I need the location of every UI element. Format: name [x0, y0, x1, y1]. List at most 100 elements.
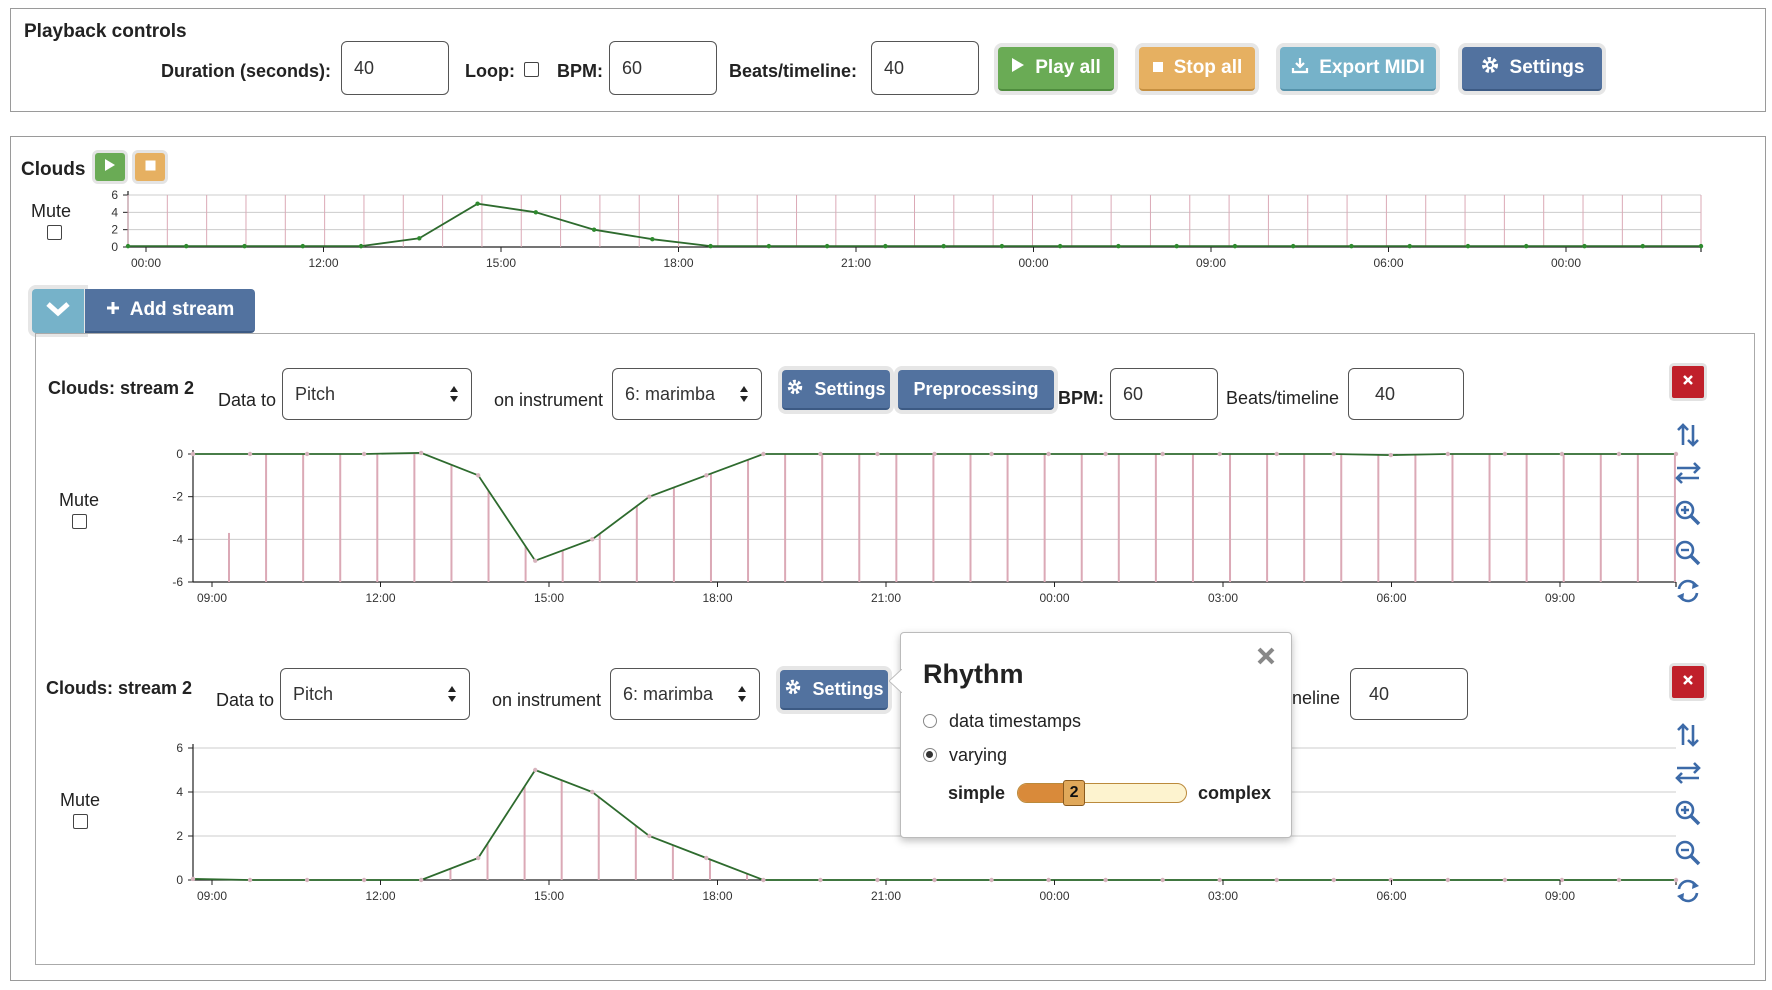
- data-point: [1116, 243, 1121, 249]
- download-icon: [1291, 56, 1309, 80]
- close-icon: [1682, 673, 1694, 691]
- clouds-stop-button[interactable]: [135, 153, 165, 181]
- stop-icon: [145, 158, 156, 176]
- stream2-mute-label: Mute: [60, 790, 101, 810]
- x-tick-label: 06:00: [1376, 889, 1406, 903]
- data-point: [304, 877, 310, 883]
- add-stream-button[interactable]: Add stream: [85, 289, 255, 333]
- stream2-mute-checkbox[interactable]: [73, 814, 88, 829]
- data-point: [590, 537, 595, 542]
- data-point: [1103, 877, 1108, 883]
- zoom-in-icon[interactable]: [1673, 798, 1703, 828]
- slider-complex-label: complex: [1198, 783, 1272, 803]
- play-icon: [104, 158, 116, 177]
- y-tick-label: 4: [111, 205, 118, 219]
- stream2-delete-button[interactable]: [1672, 666, 1704, 698]
- stream1-delete-button[interactable]: [1672, 366, 1704, 398]
- slider-handle[interactable]: 2: [1063, 780, 1086, 806]
- data-point: [1616, 877, 1622, 883]
- stream2-instrument-select[interactable]: 6: marimba: [610, 668, 760, 720]
- export-midi-button[interactable]: Export MIDI: [1280, 47, 1436, 91]
- data-point: [875, 451, 880, 457]
- slider-fill: [1018, 784, 1075, 802]
- stream2-beats-input[interactable]: [1350, 668, 1468, 720]
- zoom-out-icon[interactable]: [1673, 538, 1703, 568]
- x-tick-label: 00:00: [1039, 591, 1069, 605]
- beats-input[interactable]: [871, 41, 979, 95]
- gear-icon: [786, 378, 804, 401]
- y-tick-label: -6: [172, 575, 183, 589]
- x-tick-label: 21:00: [871, 889, 901, 903]
- data-point: [184, 243, 189, 249]
- select-arrows-icon: [450, 386, 458, 402]
- data-point: [761, 877, 766, 883]
- sort-vertical-icon[interactable]: [1673, 720, 1703, 750]
- rhythm-option-varying-radio[interactable]: [923, 748, 937, 762]
- duration-input[interactable]: [341, 41, 449, 95]
- stop-all-label: Stop all: [1173, 57, 1243, 78]
- swap-horizontal-icon[interactable]: [1673, 458, 1703, 488]
- stream1-mute-checkbox[interactable]: [72, 514, 87, 529]
- y-tick-label: 2: [111, 223, 118, 237]
- zoom-in-icon[interactable]: [1673, 498, 1703, 528]
- stop-all-button[interactable]: Stop all: [1139, 47, 1255, 91]
- x-tick-label: 12:00: [308, 256, 338, 269]
- stream1-preprocessing-button[interactable]: Preprocessing: [898, 370, 1054, 410]
- stream2-data-to-value: Pitch: [293, 683, 334, 704]
- reset-icon[interactable]: [1673, 576, 1703, 606]
- stream2-data-to-select[interactable]: Pitch: [280, 668, 470, 720]
- data-point: [190, 876, 196, 882]
- data-point: [190, 451, 196, 457]
- x-tick-label: 00:00: [1018, 256, 1048, 269]
- play-all-label: Play all: [1035, 57, 1101, 78]
- rhythm-option-timestamps-radio[interactable]: [923, 714, 937, 728]
- close-icon[interactable]: [1255, 645, 1277, 667]
- stream2-settings-button[interactable]: Settings: [780, 670, 888, 710]
- data-point: [1673, 877, 1679, 883]
- stream1-instrument-select[interactable]: 6: marimba: [612, 368, 762, 420]
- reset-icon[interactable]: [1673, 876, 1703, 906]
- stream2-instrument-label: on instrument: [492, 690, 602, 710]
- x-tick-label: 15:00: [486, 256, 516, 269]
- data-point: [1274, 877, 1279, 883]
- settings-button[interactable]: Settings: [1462, 47, 1602, 91]
- data-point: [533, 767, 538, 773]
- data-point: [1290, 243, 1296, 249]
- swap-horizontal-icon[interactable]: [1673, 758, 1703, 788]
- data-point: [1217, 451, 1222, 457]
- y-tick-label: 0: [176, 447, 183, 461]
- data-point: [242, 243, 247, 249]
- stream1-beats-input[interactable]: [1348, 368, 1464, 420]
- data-point: [883, 243, 888, 249]
- x-tick-label: 09:00: [1196, 256, 1226, 269]
- complexity-slider[interactable]: 2: [1017, 780, 1187, 806]
- loop-label: Loop:: [465, 61, 515, 81]
- gear-icon: [1480, 55, 1500, 81]
- select-arrows-icon: [448, 686, 456, 702]
- loop-checkbox[interactable]: [524, 62, 539, 77]
- clouds-play-button[interactable]: [95, 153, 125, 181]
- data-point: [824, 243, 830, 249]
- data-point: [932, 877, 937, 883]
- bpm-input[interactable]: [609, 41, 717, 95]
- y-tick-label: 6: [111, 189, 118, 202]
- sort-vertical-icon[interactable]: [1673, 420, 1703, 450]
- data-point: [1331, 877, 1336, 883]
- stream1-data-to-label: Data to: [218, 390, 277, 410]
- stream1-data-to-select[interactable]: Pitch: [282, 368, 472, 420]
- stream1-settings-button[interactable]: Settings: [782, 370, 890, 410]
- zoom-out-icon[interactable]: [1673, 838, 1703, 868]
- x-tick-label: 06:00: [1376, 591, 1406, 605]
- series-line: [128, 202, 1701, 247]
- stream1-bpm-input[interactable]: [1110, 368, 1218, 420]
- data-point: [704, 855, 709, 861]
- play-all-button[interactable]: Play all: [998, 47, 1114, 91]
- clouds-mute-checkbox[interactable]: [47, 225, 62, 240]
- x-tick-label: 15:00: [534, 591, 564, 605]
- x-tick-label: 09:00: [197, 889, 227, 903]
- collapse-button[interactable]: [32, 289, 84, 333]
- data-point: [591, 227, 597, 232]
- stream1-instrument-label: on instrument: [494, 390, 604, 410]
- y-tick-label: -2: [172, 490, 183, 504]
- clouds-mute-label: Mute: [31, 201, 72, 221]
